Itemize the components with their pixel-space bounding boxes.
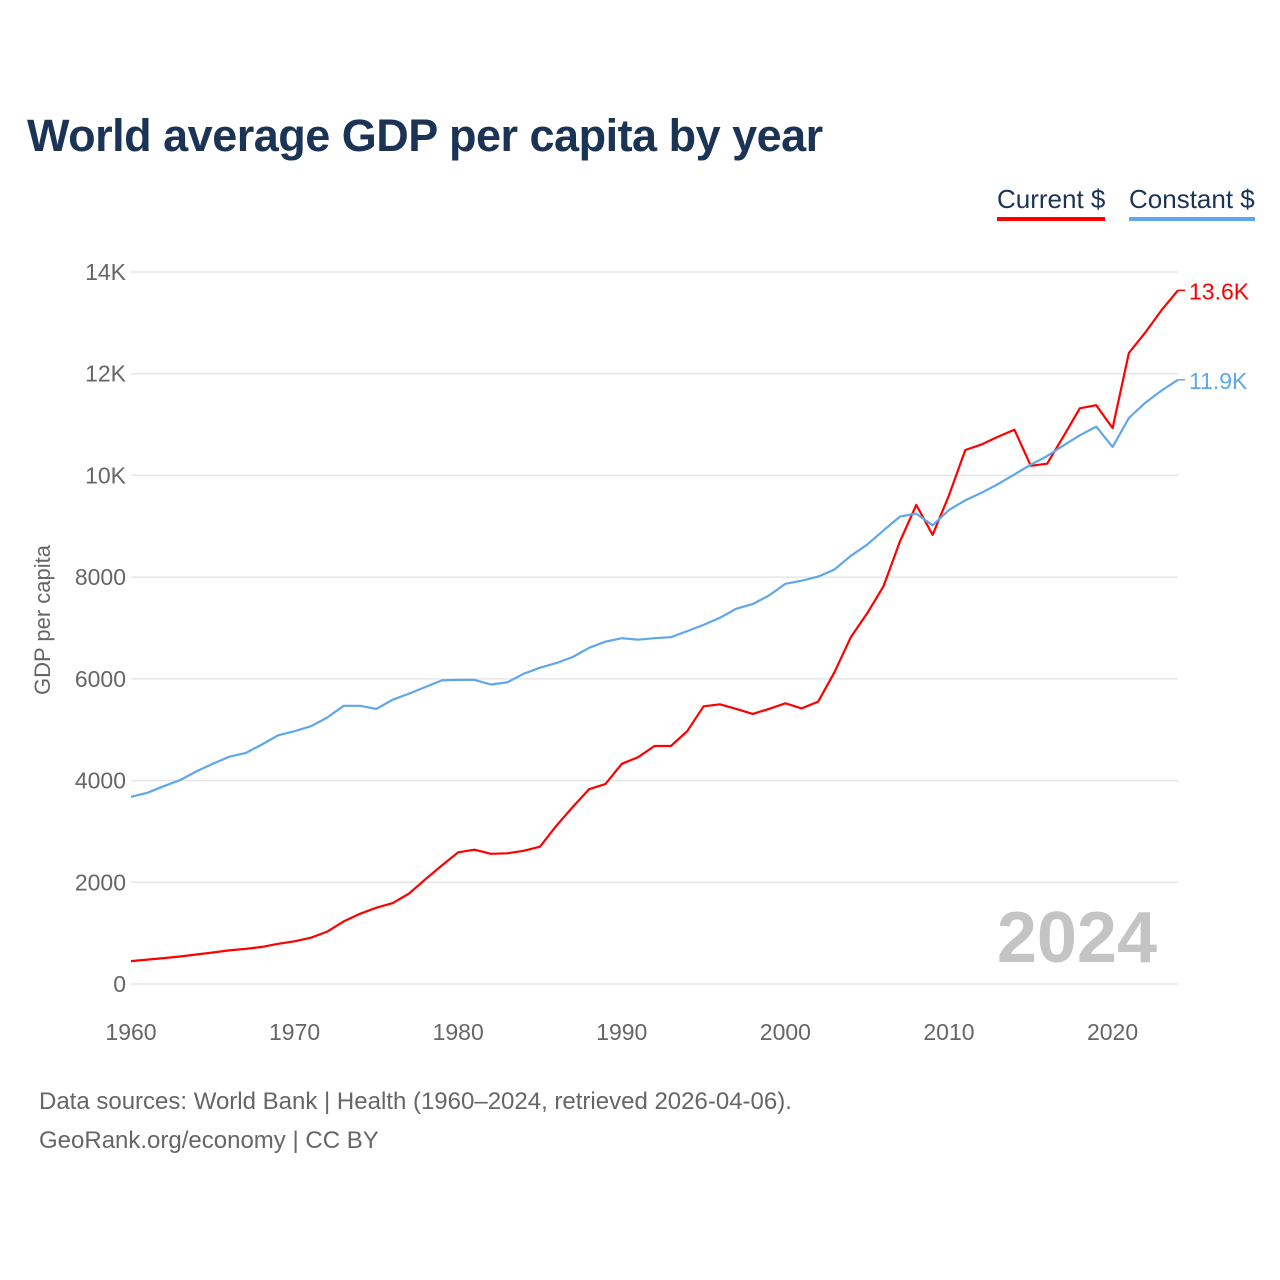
x-tick-label: 1980 — [433, 1019, 484, 1045]
y-tick-label: 8000 — [75, 564, 126, 590]
end-value-label: 13.6K — [1189, 278, 1250, 304]
y-tick-label: 10K — [85, 462, 127, 488]
year-watermark: 2024 — [997, 898, 1157, 978]
x-tick-label: 2000 — [760, 1019, 811, 1045]
y-tick-label: 0 — [113, 971, 126, 997]
y-tick-label: 14K — [85, 259, 127, 285]
chart-title: World average GDP per capita by year — [27, 110, 823, 161]
x-tick-label: 1990 — [596, 1019, 647, 1045]
data-sources: Data sources: World Bank | Health (1960–… — [39, 1088, 792, 1115]
legend-constant[interactable]: Constant $ — [1129, 184, 1255, 221]
y-tick-label: 12K — [85, 361, 127, 387]
y-tick-label: 6000 — [75, 666, 126, 692]
legend-current[interactable]: Current $ — [997, 184, 1106, 221]
x-tick-label: 1970 — [269, 1019, 320, 1045]
credit-line: GeoRank.org/economy | CC BY — [39, 1127, 379, 1154]
y-axis-label: GDP per capita — [30, 544, 55, 695]
series-line-current — [130, 289, 1179, 963]
series-line-constant — [130, 378, 1179, 798]
x-tick-label: 2020 — [1087, 1019, 1138, 1045]
y-tick-label: 4000 — [75, 768, 126, 794]
x-tick-label: 2010 — [923, 1019, 974, 1045]
y-tick-label: 2000 — [75, 869, 126, 895]
x-tick-label: 1960 — [105, 1019, 156, 1045]
end-value-label: 11.9K — [1189, 368, 1248, 394]
